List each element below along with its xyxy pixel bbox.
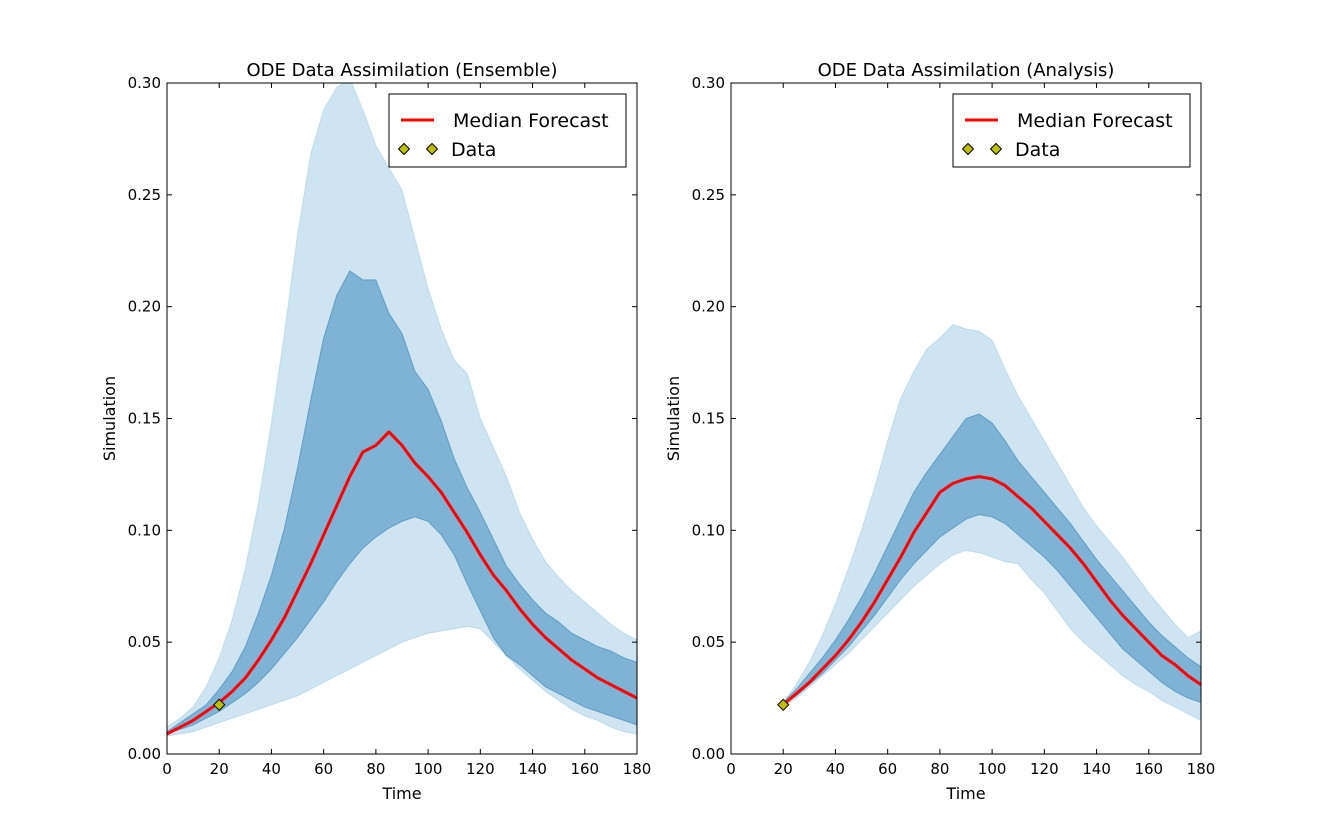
x-tick-label: 100: [414, 760, 443, 778]
y-tick-label: 0.30: [128, 74, 161, 92]
x-tick-label: 160: [570, 760, 599, 778]
data-point-marker: [777, 698, 790, 712]
x-tick-label: 100: [978, 760, 1007, 778]
inner-confidence-band: [167, 270, 637, 735]
y-tick-label: 0.15: [128, 410, 161, 428]
x-tick-label: 60: [878, 760, 897, 778]
x-tick-label: 80: [930, 760, 949, 778]
legend-label-data: Data: [1015, 139, 1060, 161]
legend: Median Forecast Data: [388, 93, 627, 168]
outer-confidence-band: [782, 323, 1201, 722]
x-tick-label: 40: [826, 760, 845, 778]
y-tick-label: 0.20: [692, 298, 725, 316]
legend-marker-swatch: [397, 142, 411, 156]
x-tick-label: 160: [1134, 760, 1163, 778]
legend-label-median: Median Forecast: [1017, 110, 1173, 132]
legend-label-median: Median Forecast: [453, 110, 609, 132]
plot-area: [782, 323, 1201, 722]
x-tick-label: 180: [1187, 760, 1216, 778]
y-tick-label: 0.05: [128, 633, 161, 651]
y-tick-label: 0.25: [128, 186, 161, 204]
panel-analysis: 0 20 40 60 80 100 120 140 160 180 0.00 0.05 0.10 0.15…: [664, 60, 1215, 803]
x-tick-label: 120: [1030, 760, 1059, 778]
x-tick-label: 40: [262, 760, 281, 778]
legend-marker-swatch: [989, 142, 1003, 156]
plot-area: [167, 83, 637, 737]
y-tick-label: 0.10: [128, 521, 161, 539]
x-tick-label: 140: [518, 760, 547, 778]
x-tick-label: 140: [1082, 760, 1111, 778]
y-tick-label: 0.00: [692, 745, 725, 763]
y-tick-label: 0.20: [128, 298, 161, 316]
legend-marker-swatch: [425, 142, 439, 156]
median-forecast-line: [782, 475, 1201, 706]
y-tick-label: 0.30: [692, 74, 725, 92]
x-tick-label: 60: [314, 760, 333, 778]
inner-confidence-band: [782, 413, 1201, 706]
x-tick-label: 80: [366, 760, 385, 778]
x-tick-label: 20: [774, 760, 793, 778]
y-tick-label: 0.10: [692, 521, 725, 539]
panel-ensemble: 0 20 40 60 80 100 120 140 160 180 0.00 0.05 0.10 0.15…: [100, 60, 651, 803]
legend-marker-swatch: [961, 142, 975, 156]
x-tick-label: 0: [726, 760, 736, 778]
x-axis-label: Time: [381, 784, 421, 803]
chart-title: ODE Data Assimilation (Ensemble): [247, 60, 558, 81]
y-tick-label: 0.05: [692, 633, 725, 651]
chart-title: ODE Data Assimilation (Analysis): [818, 60, 1115, 81]
legend: Median Forecast Data: [952, 93, 1191, 168]
x-tick-label: 120: [466, 760, 495, 778]
x-tick-label: 20: [210, 760, 229, 778]
legend-box: [952, 93, 1191, 168]
outer-confidence-band: [167, 83, 637, 737]
y-tick-label: 0.25: [692, 186, 725, 204]
y-axis-label: Simulation: [664, 376, 683, 461]
y-tick-label: 0.00: [128, 745, 161, 763]
legend-label-data: Data: [451, 139, 496, 161]
median-forecast-line: [167, 430, 637, 736]
data-point-marker: [213, 698, 226, 712]
legend-box: [388, 93, 627, 168]
x-axis-label: Time: [945, 784, 985, 803]
x-tick-label: 180: [623, 760, 652, 778]
y-axis-label: Simulation: [100, 376, 119, 461]
x-tick-label: 0: [162, 760, 172, 778]
y-tick-label: 0.15: [692, 410, 725, 428]
